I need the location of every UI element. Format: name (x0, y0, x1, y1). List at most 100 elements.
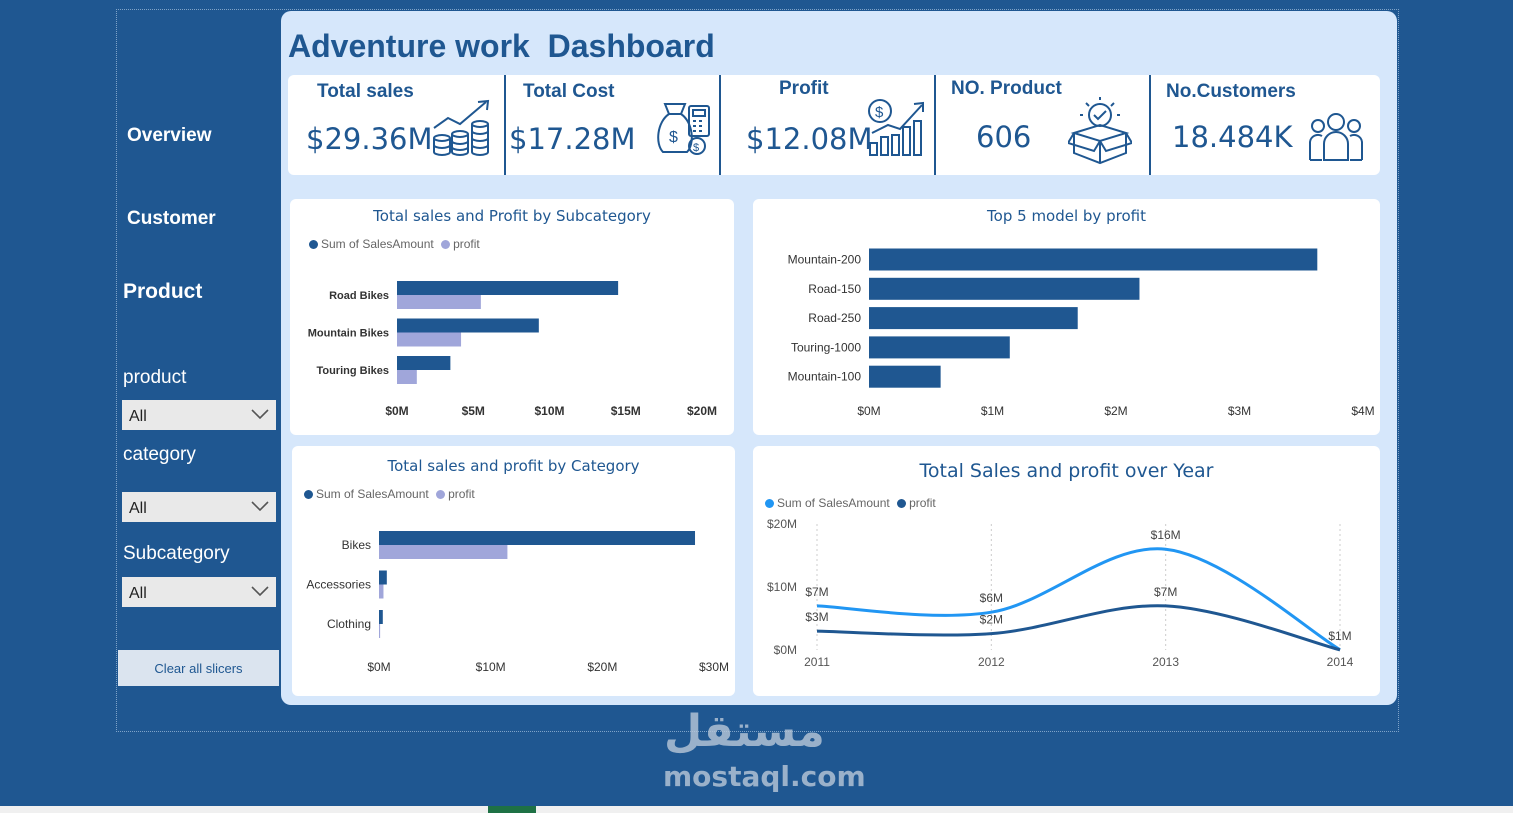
year-chart-title: Total Sales and profit over Year (919, 460, 1214, 482)
category-label: Mountain-200 (788, 253, 862, 267)
kpi-divider (719, 75, 721, 175)
legend-swatch (436, 490, 446, 499)
bar-sum-of-salesamount (379, 610, 383, 624)
kpi-divider (934, 75, 936, 175)
data-label: $7M (1154, 585, 1177, 599)
category-label: Mountain Bikes (308, 328, 389, 340)
x-tick-label: 2013 (1152, 655, 1179, 669)
watermark-arabic: مستقل (664, 706, 825, 757)
legend-profit: profit (453, 237, 480, 251)
y-tick-label: $20M (767, 517, 797, 531)
x-tick-label: $10M (534, 404, 564, 418)
kpi-divider (1149, 75, 1151, 175)
svg-text:$: $ (669, 129, 678, 146)
kpi-total-cost-label: Total Cost (523, 81, 615, 102)
data-label: $7M (805, 585, 828, 599)
subcategory-bar-chart: Road Bikes Mountain Bikes Touring Bikes $0M… (308, 281, 717, 418)
bar-profit (397, 370, 417, 384)
legend-swatch (765, 499, 774, 508)
category-label: Road-150 (808, 282, 861, 296)
year-chart-legend: Sum of SalesAmount profit (765, 496, 936, 510)
bar-sum-of-salesamount (379, 570, 387, 585)
bar-profit (397, 295, 481, 309)
bar-profit (869, 277, 1140, 300)
category-dropdown[interactable]: All (122, 492, 276, 522)
product-dropdown-value: All (129, 408, 147, 425)
x-tick-label: 2012 (978, 655, 1005, 669)
kpi-profit-value: $12.08M (746, 122, 873, 156)
kpi-products-value: 606 (976, 120, 1032, 154)
legend-sales: Sum of SalesAmount (316, 487, 429, 501)
top5-chart-card: Top 5 model by profit Mountain-200 Road-1… (753, 199, 1380, 435)
clear-slicers-button[interactable]: Clear all slicers (118, 650, 279, 686)
x-tick-label: $2M (1104, 404, 1127, 418)
bar-profit (379, 584, 384, 599)
taskbar-active-tab (488, 806, 536, 813)
data-label: $3M (805, 610, 828, 624)
product-dropdown[interactable]: All (122, 400, 276, 430)
subcategory-dropdown-value: All (129, 585, 147, 602)
kpi-divider (504, 75, 506, 175)
x-tick-label: 2014 (1327, 655, 1354, 669)
legend-swatch (441, 240, 451, 249)
chevron-down-icon (251, 586, 269, 597)
category-label: Road-250 (808, 311, 861, 325)
category-label: Touring-1000 (791, 340, 861, 354)
category-label: Accessories (306, 578, 371, 592)
page-title: Adventure work Dashboard (288, 28, 715, 64)
category-label: Bikes (342, 538, 371, 552)
category-label: Road Bikes (329, 290, 389, 302)
y-tick-label: $10M (767, 580, 797, 594)
y-tick-label: $0M (774, 643, 797, 657)
x-tick-label: $1M (981, 404, 1004, 418)
category-label: Clothing (327, 617, 371, 631)
kpi-total-cost-value: $17.28M (509, 122, 636, 156)
x-tick-label: 2011 (804, 655, 830, 669)
x-tick-label: $0M (385, 404, 408, 418)
money-bag-calculator-icon: $ $ (657, 103, 710, 155)
bar-profit (869, 336, 1010, 359)
top5-bar-chart: Mountain-200 Road-150 Road-250 Touring-1000… (788, 248, 1375, 418)
kpi-customers-label: No.Customers (1166, 81, 1296, 102)
chevron-down-icon (251, 501, 269, 512)
bar-profit (379, 624, 381, 638)
data-label: $16M (1151, 528, 1181, 542)
bar-profit (869, 248, 1318, 271)
line-profit (816, 604, 1341, 652)
x-tick-label: $0M (857, 404, 880, 418)
subcategory-chart-title: Total sales and Profit by Subcategory (373, 207, 651, 225)
kpi-products-label: NO. Product (951, 78, 1062, 99)
top5-chart-title: Top 5 model by profit (987, 207, 1146, 225)
bar-sum-of-salesamount (397, 356, 451, 370)
subcategory-dropdown[interactable]: All (122, 577, 276, 607)
subcategory-slicer-label: Subcategory (123, 543, 230, 564)
nav-product[interactable]: Product (123, 280, 203, 303)
kpi-total-sales-value: $29.36M (306, 122, 433, 156)
x-tick-label: $4M (1351, 404, 1374, 418)
category-chart-title: Total sales and profit by Category (387, 457, 640, 475)
watermark-latin: mostaql.com (663, 760, 866, 793)
legend-swatch (897, 499, 907, 508)
x-tick-label: $0M (367, 660, 390, 674)
legend-swatch (309, 240, 318, 249)
kpi-strip (288, 75, 1380, 175)
people-group-icon (1309, 113, 1363, 161)
x-tick-label: $30M (699, 660, 729, 674)
bar-sum-of-salesamount (397, 318, 539, 333)
data-label: $2M (980, 613, 1003, 627)
x-tick-label: $20M (687, 404, 717, 418)
x-tick-label: $5M (462, 404, 485, 418)
legend-sales: Sum of SalesAmount (321, 237, 434, 251)
bar-profit (379, 545, 508, 559)
category-label: Touring Bikes (316, 365, 389, 377)
canvas-frame (116, 9, 1399, 732)
category-bar-chart: Bikes Accessories Clothing $0M $10M $20M $30M (306, 531, 729, 674)
bar-profit (869, 365, 941, 388)
nav-overview[interactable]: Overview (127, 125, 212, 146)
nav-customer[interactable]: Customer (127, 208, 216, 229)
year-chart-card: Total Sales and profit over Year Sum of … (753, 446, 1380, 696)
category-dropdown-value: All (129, 500, 147, 517)
subcategory-chart-card: Total sales and Profit by Subcategory Su… (290, 199, 734, 435)
line-sum-of-salesamount (816, 547, 1341, 651)
year-line-chart: $0M $10M $20M 2011 2012 2013 2014 $7M $6M $16M $3M… (767, 517, 1354, 669)
